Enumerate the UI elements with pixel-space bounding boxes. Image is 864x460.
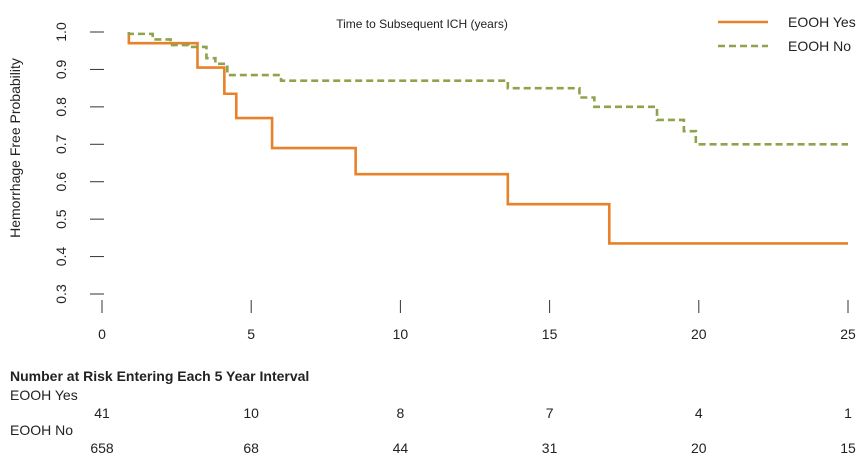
y-tick-label: 0.5	[53, 209, 69, 229]
axes: 0.3 0.4 0.5 0.6 0.7 0.8 0.9 1.0 0 5 10 15 20 25	[53, 22, 856, 342]
risk-count: 41	[94, 405, 110, 421]
y-axis-label: Hemorrhage Free Probability	[7, 58, 23, 238]
chart-title: Time to Subsequent ICH (years)	[336, 17, 508, 31]
risk-group-label: EOOH Yes	[10, 387, 78, 403]
y-tick-label: 1.0	[53, 22, 69, 42]
y-tick-label: 0.8	[53, 97, 69, 117]
risk-count: 7	[545, 405, 554, 421]
x-tick-label: 15	[542, 326, 558, 342]
series-layer	[127, 32, 848, 245]
y-tick-label: 0.3	[53, 284, 69, 304]
risk-count: 10	[243, 405, 259, 421]
risk-count: 31	[541, 440, 558, 456]
risk-group-label: EOOH No	[10, 422, 74, 438]
y-tick-label: 0.7	[53, 134, 69, 154]
y-tick-label: 0.9	[53, 59, 69, 79]
risk-count: 658	[90, 440, 114, 456]
risk-count: 4	[694, 405, 703, 421]
risk-count: 20	[691, 440, 707, 456]
legend: EOOH Yes EOOH No	[718, 14, 856, 54]
risk-count: 44	[392, 440, 409, 456]
risk-count: 15	[840, 440, 856, 456]
survival-chart: Time to Subsequent ICH (years) Hemorrhag…	[7, 14, 856, 342]
risk-count: 8	[396, 405, 405, 421]
y-tick-label: 0.6	[53, 172, 69, 192]
series-eooh-yes-line	[127, 32, 848, 245]
legend-label: EOOH No	[788, 38, 851, 54]
risk-count: 68	[243, 440, 259, 456]
risk-table-title: Number at Risk Entering Each 5 Year Inte…	[10, 368, 310, 384]
risk-count: 1	[844, 405, 852, 421]
x-tick-label: 20	[691, 326, 707, 342]
x-tick-label: 0	[98, 326, 106, 342]
legend-label: EOOH Yes	[788, 14, 856, 30]
x-tick-label: 10	[393, 326, 409, 342]
y-tick-label: 0.4	[53, 247, 69, 267]
x-tick-label: 25	[840, 326, 856, 342]
series-eooh-no-line	[127, 32, 848, 146]
x-tick-label: 5	[247, 326, 255, 342]
